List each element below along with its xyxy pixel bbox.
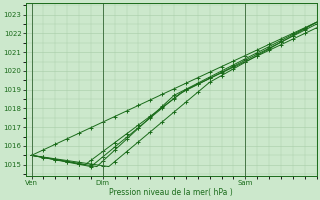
X-axis label: Pression niveau de la mer( hPa ): Pression niveau de la mer( hPa ) <box>109 188 233 197</box>
